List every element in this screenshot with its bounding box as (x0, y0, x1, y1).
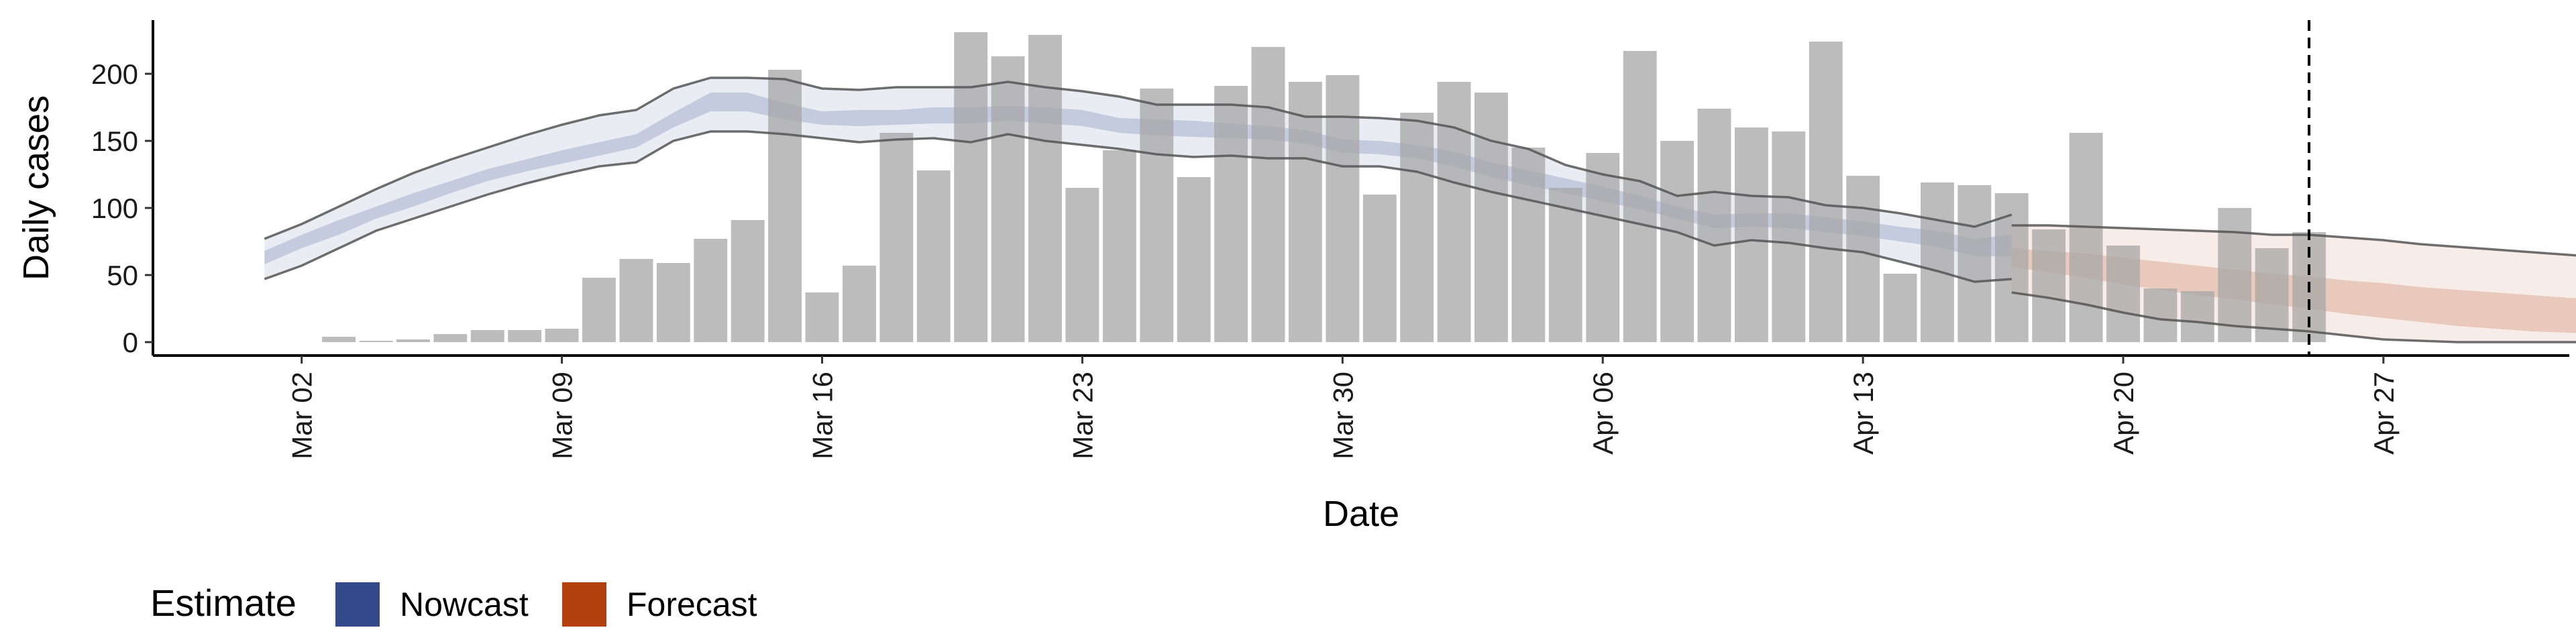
case-bar (2255, 248, 2289, 342)
case-bar (1177, 177, 1211, 342)
case-bar (2180, 291, 2214, 342)
case-bar (1028, 35, 1062, 342)
case-bar (2032, 229, 2066, 342)
x-axis-title: Date (1323, 494, 1399, 534)
case-bar (1288, 82, 1322, 342)
forecast-upper-bound-line (2011, 224, 2576, 257)
case-bar (879, 133, 914, 342)
case-bar (694, 239, 728, 342)
interval-outlines (264, 76, 2576, 343)
x-tick-label: Mar 09 (547, 372, 578, 460)
case-bar (916, 170, 951, 342)
case-bar (470, 330, 504, 342)
case-bar (1957, 185, 1992, 342)
y-tick-label: 100 (91, 193, 138, 224)
case-bar (2069, 133, 2103, 342)
case-bar (1846, 176, 1880, 342)
x-tick-label: Mar 30 (1327, 372, 1358, 460)
case-bar (1140, 89, 1174, 342)
case-bar (1400, 113, 1434, 342)
case-bar (1065, 188, 1099, 342)
forecast-legend-label: Forecast (627, 586, 757, 623)
y-axis-title: Daily cases (16, 95, 56, 280)
case-bar (508, 330, 542, 342)
case-bar (1660, 141, 1694, 342)
nowcast-upper-bound-line (264, 76, 2012, 240)
case-bar (1586, 153, 1620, 342)
nowcast-90-interval-band (264, 78, 2012, 282)
case-bar (1326, 75, 1360, 342)
nowcast-lower-bound-line (264, 130, 2012, 283)
case-bar (1511, 148, 1546, 342)
case-bar (1697, 109, 1731, 342)
axes (152, 20, 2569, 357)
nowcast-legend-label: Nowcast (400, 586, 529, 623)
case-bar (843, 266, 876, 342)
x-tick-label: Apr 13 (1847, 372, 1879, 455)
case-bar (768, 70, 802, 342)
x-tick-label: Apr 27 (2368, 372, 2400, 455)
forecast-legend-swatch (562, 582, 606, 627)
y-tick-label: 50 (107, 260, 138, 291)
case-bar (619, 259, 653, 342)
case-bar (1548, 188, 1582, 342)
y-axis-ticks: 0 50 100 150 200 (91, 58, 153, 358)
case-bar (2218, 208, 2252, 342)
case-bar (1102, 150, 1136, 342)
case-bar (2143, 288, 2178, 342)
case-bar (396, 339, 430, 342)
y-tick-label: 0 (123, 327, 138, 358)
y-tick-label: 200 (91, 58, 138, 90)
case-bar (1362, 195, 1397, 342)
nowcast-50-interval-band (264, 93, 2012, 264)
x-tick-label: Apr 20 (2108, 372, 2139, 455)
case-bar (1474, 93, 1508, 342)
case-bar (1809, 42, 1843, 342)
case-bar (1883, 274, 1917, 342)
nowcast-legend-swatch (335, 582, 380, 627)
case-bar (545, 329, 579, 342)
observed-case-bars (322, 32, 2326, 342)
case-bar (1734, 127, 1768, 342)
x-axis-ticks: Mar 02 Mar 09 Mar 16 Mar 23 Mar 30 Apr 06 Apr … (286, 356, 2400, 460)
case-bar (731, 220, 765, 342)
case-bar (656, 263, 690, 342)
case-bar (805, 292, 839, 342)
case-bar (2106, 246, 2140, 342)
x-tick-label: Mar 23 (1067, 372, 1098, 460)
legend: Estimate Nowcast Forecast (150, 582, 757, 627)
case-bar (322, 337, 356, 342)
case-bar (1623, 51, 1657, 342)
x-tick-label: Mar 16 (806, 372, 838, 460)
case-bar (582, 278, 616, 342)
forecast-lower-bound-line (2011, 291, 2576, 343)
case-bar (1251, 47, 1285, 342)
x-tick-label: Apr 06 (1587, 372, 1619, 455)
legend-title: Estimate (150, 582, 297, 624)
case-bar (359, 341, 393, 342)
case-bar (1772, 131, 1806, 342)
case-bar (433, 334, 468, 342)
y-tick-label: 150 (91, 125, 138, 157)
case-bar (1214, 86, 1248, 342)
case-bar (991, 56, 1025, 342)
x-tick-label: Mar 02 (286, 372, 318, 460)
case-bar (1921, 182, 1954, 342)
case-bar (1437, 82, 1471, 342)
case-bar (954, 32, 988, 342)
